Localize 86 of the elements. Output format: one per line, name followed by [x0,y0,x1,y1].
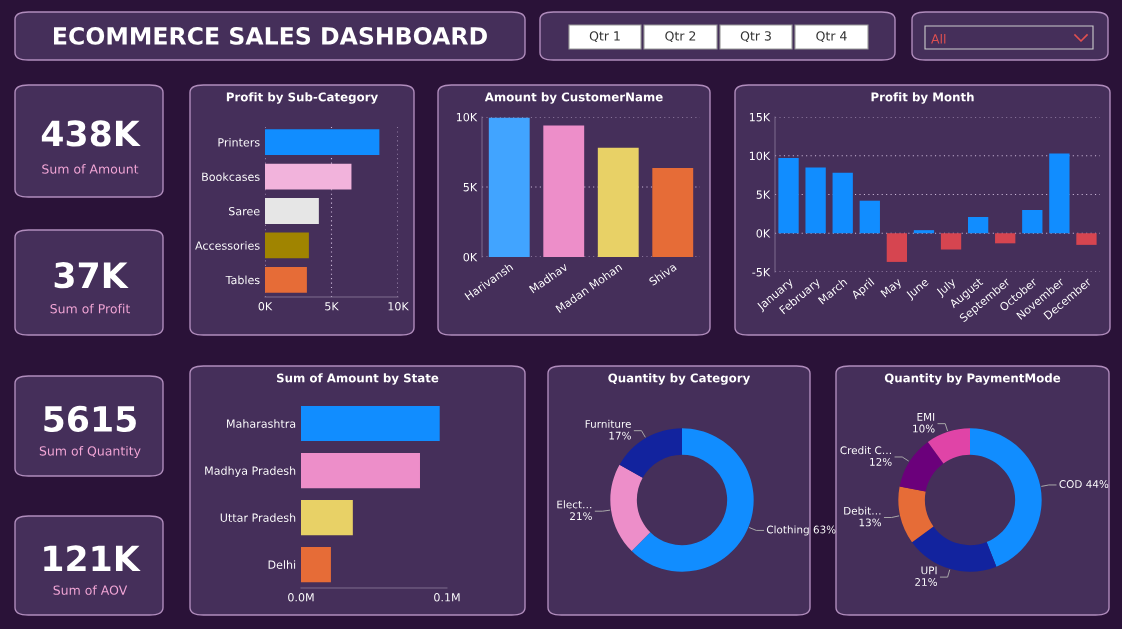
slice-label: Debit… [844,506,881,515]
data-label: 17% [609,431,631,440]
x-tick-label: 5K [325,302,339,311]
data-label: 21% [915,578,937,586]
x-tick-label: 0K [258,302,273,311]
slice-label: Clothing 63% [766,525,836,536]
bar [265,266,307,293]
y-tick-label: -5K [752,268,771,277]
donut-slice [899,442,944,492]
text: 121K [44,545,141,572]
x-tick-label: 0.0M [288,593,314,602]
y-tick-label: 0K [463,252,478,262]
y-tick-label: Accessories [195,241,260,250]
bar [265,198,319,224]
y-tick-label: Maharashtra [227,419,296,428]
bar [778,158,799,234]
text: Sum of Quantity [39,445,141,459]
bar [913,230,935,234]
bar [886,233,908,262]
text: 37K [54,262,129,289]
bar [1076,233,1097,245]
text: ECOMMERCE SALES DASHBOARD [54,26,487,45]
y-tick-label: Saree [229,206,260,216]
bar [859,200,880,234]
bar [1022,210,1043,234]
bar [301,499,353,536]
bar [265,129,380,156]
bar [597,147,639,257]
data-label: 12% [870,457,892,466]
text: Qtr 4 [816,31,847,43]
data-label: 21% [570,512,592,521]
chart-title: Profit by Sub-Category [226,92,378,104]
bar [301,405,440,442]
chart-title: Amount by CustomerName [484,92,663,104]
slice-label: COD 44% [1059,480,1109,488]
bar [805,167,826,234]
bar [940,233,962,250]
slice-label: Elect… [557,500,592,509]
donut-slice [898,486,934,543]
y-tick-label: 10K [456,112,478,122]
text: Qtr 3 [740,31,771,43]
chart-title: Profit by Month [871,92,974,104]
bar [265,232,309,259]
y-tick-label: Madhya Pradesh [205,466,296,478]
x-tick-label: 0.1M [434,593,460,602]
text: 438K [41,120,141,147]
text: Sum of AOV [53,585,128,595]
slice-label: Furniture [585,419,631,428]
y-tick-label: Delhi [268,560,296,569]
text: Qtr 1 [589,31,620,43]
chart-title: Quantity by PaymentMode [884,373,1061,385]
y-tick-label: Bookcases [202,172,260,181]
y-tick-label: 5K [463,183,478,192]
slice-label: UPI [921,566,937,575]
text: Qtr 2 [665,31,696,43]
text: 5615 [44,405,136,433]
y-tick-label: 0K [756,229,771,238]
bar [301,452,420,489]
chart-title: Sum of Amount by State [276,373,439,385]
x-tick-label: 10K [388,302,409,311]
text: Sum of Profit [50,303,131,314]
y-tick-label: Uttar Pradesh [220,513,296,522]
y-tick-label: Tables [225,275,260,285]
slice-label: Credit C… [840,446,891,455]
bar [652,168,694,257]
chart-title: Quantity by Category [608,373,751,385]
text: All [931,33,946,44]
bar [995,233,1016,244]
text: Sum of Amount [42,164,139,174]
bar [967,216,989,234]
y-tick-label: 5K [756,190,771,199]
bar [265,163,352,190]
data-label: 13% [859,518,882,527]
donut-slice [631,428,754,572]
bar [543,125,585,257]
donut-slice [970,428,1042,567]
donut-slice [610,464,651,552]
bar [301,546,331,583]
slice-label: EMI [917,413,935,421]
bar [832,172,853,234]
y-tick-label: 15K [749,113,771,122]
y-tick-label: Printers [218,137,260,147]
data-label: 10% [913,424,935,433]
bar [1049,153,1070,234]
bar [488,117,530,257]
y-tick-label: 10K [749,151,771,161]
